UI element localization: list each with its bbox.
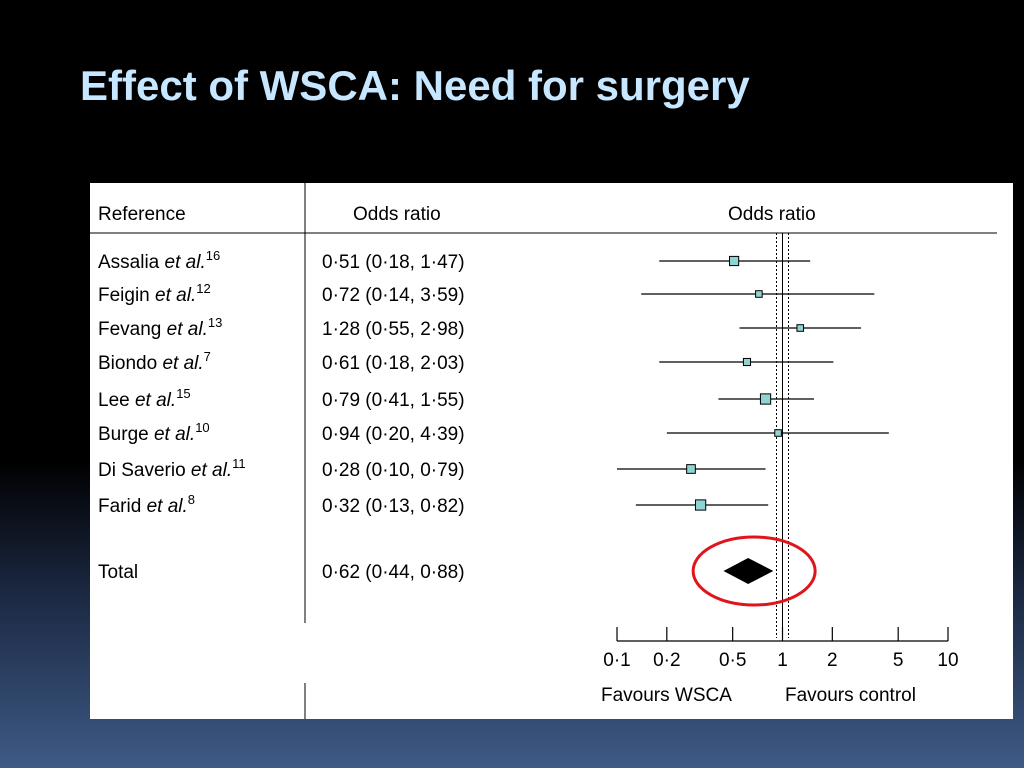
study-ref-superscript: 10	[195, 420, 209, 435]
header-odds-ratio-text: Odds ratio	[353, 204, 441, 225]
x-tick-label: 0·2	[653, 650, 680, 671]
study-author: Assalia	[98, 252, 165, 273]
study-ref-superscript: 16	[206, 248, 220, 263]
favours-wsca-label: Favours WSCA	[601, 685, 732, 706]
highlight-circle	[691, 535, 817, 607]
study-square-marker	[774, 429, 782, 437]
x-tick-label: 0·1	[603, 650, 630, 671]
study-etal: et al.	[155, 285, 196, 306]
study-or-text: 0·94 (0·20, 4·39)	[322, 424, 465, 445]
study-or-text: 0·28 (0·10, 0·79)	[322, 460, 465, 481]
study-square-marker	[755, 290, 763, 298]
study-or-text: 0·72 (0·14, 3·59)	[322, 285, 465, 306]
favours-control-label: Favours control	[785, 685, 916, 706]
slide-title: Effect of WSCA: Need for surgery	[80, 62, 750, 109]
study-reference: Fevang et al.13	[98, 315, 222, 340]
study-ref-superscript: 12	[196, 281, 210, 296]
study-square-marker	[759, 393, 772, 405]
study-author: Feigin	[98, 285, 155, 306]
header-reference: Reference	[98, 204, 186, 225]
study-square-marker	[729, 255, 740, 267]
study-reference: Feigin et al.12	[98, 281, 211, 306]
study-ref-superscript: 15	[176, 386, 190, 401]
study-square-marker	[796, 324, 805, 332]
study-rows: Assalia et al.16 0·51 (0·18, 1·47)Feigin …	[98, 248, 465, 583]
forest-plot-panel: Reference Odds ratio Odds ratio Assalia …	[90, 183, 1013, 719]
total-or-text: 0·62 (0·44, 0·88)	[322, 562, 465, 583]
total-diamond	[723, 558, 774, 584]
study-etal: et al.	[167, 319, 208, 340]
x-axis: 0·1 0·2 0·5 1 2 5 10 Favours WSCA Favours contro…	[601, 627, 959, 706]
x-tick-label: 0·5	[719, 650, 746, 671]
study-square-marker	[742, 357, 752, 367]
study-ref-superscript: 7	[204, 349, 211, 364]
study-or-text: 0·32 (0·13, 0·82)	[322, 496, 465, 517]
study-etal: et al.	[154, 424, 195, 445]
x-tick-label: 1	[777, 650, 788, 671]
study-author: Lee	[98, 390, 135, 411]
study-reference: Di Saverio et al.11	[98, 456, 246, 481]
study-author: Fevang	[98, 319, 167, 340]
forest-plot: Reference Odds ratio Odds ratio Assalia …	[90, 183, 997, 719]
study-author: Biondo	[98, 353, 162, 374]
study-reference: Burge et al.10	[98, 420, 210, 445]
study-etal: et al.	[147, 496, 188, 517]
x-tick-label: 5	[893, 650, 904, 671]
study-or-text: 0·79 (0·41, 1·55)	[322, 390, 465, 411]
study-reference: Farid et al.8	[98, 492, 195, 517]
header-odds-ratio-plot: Odds ratio	[728, 204, 816, 225]
study-square-marker	[686, 464, 696, 474]
x-tick-label: 10	[937, 650, 958, 671]
study-ref-superscript: 11	[232, 456, 246, 471]
study-square-marker	[694, 499, 707, 511]
study-etal: et al.	[165, 252, 206, 273]
study-author: Di Saverio	[98, 460, 191, 481]
study-ref-superscript: 13	[208, 315, 222, 330]
plot-area	[617, 233, 889, 638]
study-or-text: 0·61 (0·18, 2·03)	[322, 353, 465, 374]
study-reference: Assalia et al.16	[98, 248, 220, 273]
study-author: Burge	[98, 424, 154, 445]
study-or-text: 0·51 (0·18, 1·47)	[322, 252, 465, 273]
study-author: Farid	[98, 496, 147, 517]
study-etal: et al.	[162, 353, 203, 374]
study-ref-superscript: 8	[188, 492, 195, 507]
total-label: Total	[98, 562, 138, 583]
x-tick-label: 2	[827, 650, 838, 671]
study-reference: Biondo et al.7	[98, 349, 211, 374]
study-etal: et al.	[135, 390, 176, 411]
study-reference: Lee et al.15	[98, 386, 191, 411]
study-or-text: 1·28 (0·55, 2·98)	[322, 319, 465, 340]
study-etal: et al.	[191, 460, 232, 481]
